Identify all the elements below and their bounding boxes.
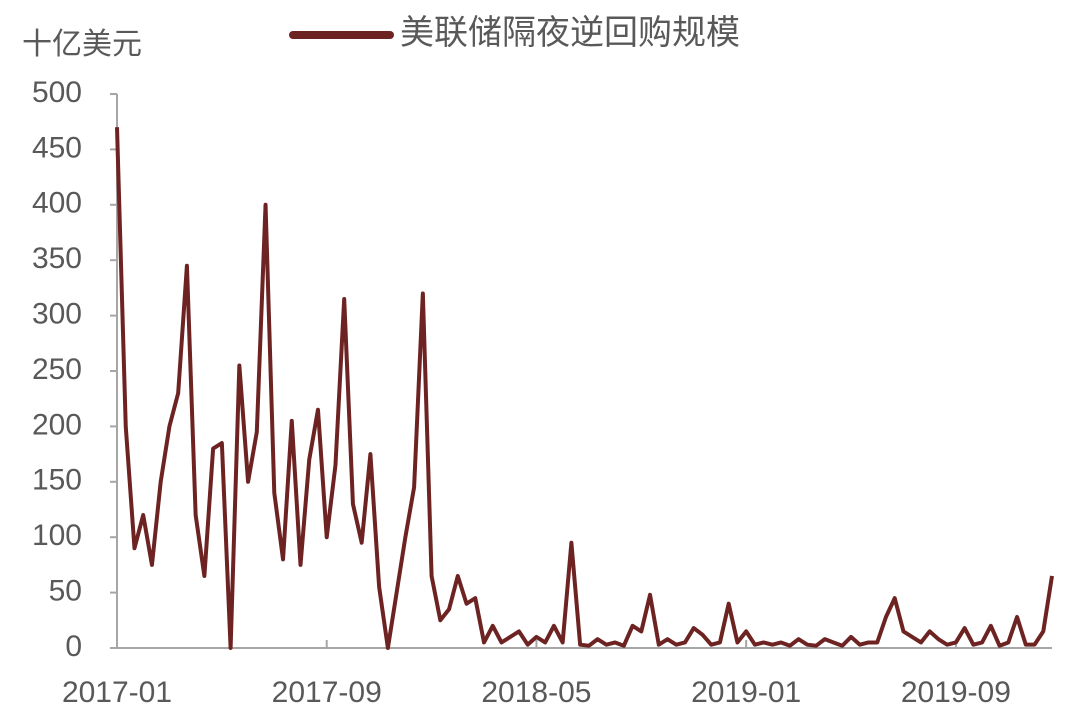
y-tick-label: 100 — [32, 519, 82, 552]
x-tick-label: 2017-01 — [62, 676, 172, 709]
y-tick-label: 300 — [32, 298, 82, 331]
y-tick-label: 350 — [32, 242, 82, 275]
y-tick-label: 250 — [32, 353, 82, 386]
x-tick-label: 2019-01 — [691, 676, 801, 709]
y-tick-label: 400 — [32, 187, 82, 220]
legend-label: 美联储隔夜逆回购规模 — [400, 14, 740, 52]
y-tick-label: 0 — [65, 630, 82, 663]
x-tick-label: 2017-09 — [272, 676, 382, 709]
y-tick-label: 450 — [32, 131, 82, 164]
y-tick-label: 500 — [32, 76, 82, 109]
x-tick-label: 2019-09 — [901, 676, 1011, 709]
y-tick-label: 200 — [32, 408, 82, 441]
y-tick-label: 50 — [49, 575, 82, 608]
series-line — [115, 127, 1054, 650]
y-tick-label: 150 — [32, 464, 82, 497]
y-axis-label: 十亿美元 — [22, 28, 142, 61]
x-tick-label: 2018-05 — [481, 676, 591, 709]
